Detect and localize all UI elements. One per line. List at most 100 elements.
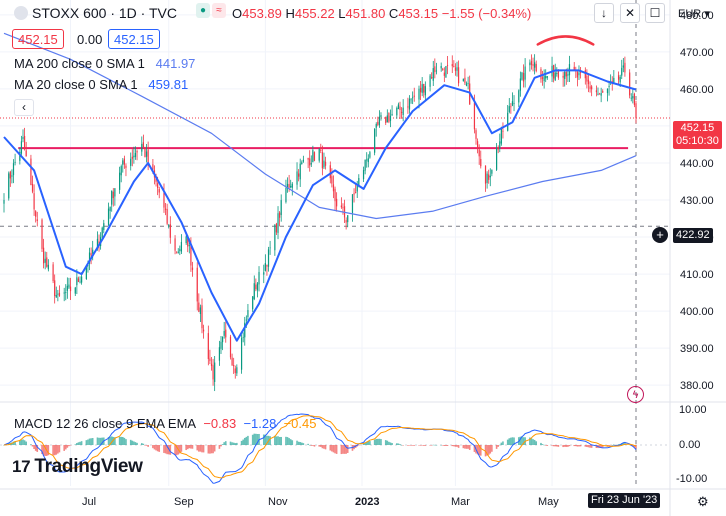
macd-hist-bar bbox=[364, 442, 366, 445]
macd-hist-bar bbox=[435, 444, 438, 446]
candle-body bbox=[429, 75, 431, 87]
candle-body bbox=[35, 211, 37, 217]
ma200-legend[interactable]: MA 200 close 0 SMA 1 441.97 bbox=[14, 56, 195, 71]
candle-body bbox=[521, 72, 523, 80]
macd-hist-bar bbox=[302, 443, 305, 445]
macd-hist-bar bbox=[386, 440, 389, 445]
macd-hist-bar bbox=[20, 439, 23, 445]
buy-price-button[interactable]: 452.15 bbox=[108, 29, 160, 49]
macd-hist-bar bbox=[247, 435, 249, 445]
collapse-legend-icon[interactable]: ‹ bbox=[14, 99, 34, 116]
candle-body bbox=[608, 85, 610, 87]
candle-body bbox=[386, 115, 388, 123]
macd-hist-bar bbox=[335, 445, 338, 454]
candle-body bbox=[191, 267, 194, 270]
macd-hist-bar bbox=[362, 443, 365, 445]
macd-hist-bar bbox=[434, 444, 436, 446]
candle-body bbox=[266, 264, 268, 267]
candle-body bbox=[519, 78, 521, 91]
macd-hist-bar bbox=[256, 434, 259, 445]
macd-hist-bar bbox=[125, 439, 127, 445]
macd-hist-bar bbox=[554, 445, 557, 447]
macd-hist-bar bbox=[274, 435, 276, 445]
macd-hist-bar bbox=[462, 445, 465, 449]
candle-body bbox=[412, 97, 414, 99]
macd-hist-bar bbox=[220, 445, 222, 447]
candle-body bbox=[157, 183, 159, 188]
macd-hist-bar bbox=[109, 436, 111, 445]
macd-hist-bar bbox=[33, 445, 35, 449]
macd-hist-bar bbox=[491, 445, 493, 452]
candle-body bbox=[55, 294, 57, 298]
tradingview-logo[interactable]: 17 TradingView bbox=[12, 456, 143, 478]
macd-hist-bar bbox=[345, 445, 347, 454]
market-status-icon[interactable]: ● bbox=[196, 3, 210, 18]
macd-hist-bar bbox=[319, 445, 322, 447]
candle-body bbox=[318, 149, 320, 161]
macd-hist-bar bbox=[133, 441, 135, 445]
macd-hist-bar bbox=[53, 445, 56, 456]
macd-hist-bar bbox=[291, 440, 294, 445]
candle-body bbox=[225, 329, 227, 338]
maximize-icon[interactable]: ☐ bbox=[645, 3, 665, 23]
candle-body bbox=[633, 93, 636, 105]
candles bbox=[3, 54, 637, 392]
candle-body bbox=[264, 263, 266, 271]
candle-body bbox=[432, 68, 434, 81]
macd-hist-bar bbox=[377, 438, 379, 445]
macd-hist-bar bbox=[334, 445, 336, 454]
candle-body bbox=[125, 165, 127, 168]
close-icon[interactable]: ✕ bbox=[620, 3, 640, 23]
macd-hist-bar bbox=[543, 444, 545, 446]
settings-gear-icon[interactable]: ⚙ bbox=[697, 494, 709, 509]
macd-hist-bar bbox=[190, 445, 192, 449]
candle-body bbox=[629, 72, 631, 96]
macd-hist-bar bbox=[601, 445, 604, 448]
symbol-title[interactable]: STOXX 600 · 1D · TVC bbox=[32, 5, 177, 21]
macd-hist-bar bbox=[25, 441, 27, 445]
candle-body bbox=[30, 158, 32, 186]
macd-hist-bar bbox=[530, 438, 533, 445]
candle-body bbox=[355, 192, 357, 193]
macd-hist-bar bbox=[441, 445, 444, 446]
lightning-event-icon[interactable]: ϟ bbox=[627, 386, 644, 403]
crosshair-date-tag: Fri 23 Jun '23 bbox=[588, 493, 661, 508]
currency-selector[interactable]: EUR ▾ bbox=[678, 8, 710, 20]
arrow-down-icon[interactable]: ↓ bbox=[594, 3, 614, 23]
macd-hist-bar bbox=[421, 445, 423, 446]
candle-body bbox=[25, 150, 27, 157]
macd-hist-bar bbox=[66, 445, 69, 448]
macd-hist-bar bbox=[201, 445, 203, 453]
macd-hist-bar bbox=[221, 444, 224, 445]
sell-price-button[interactable]: 452.15 bbox=[12, 29, 64, 49]
macd-line-value: −1.28 bbox=[243, 416, 277, 431]
macd-hist-bar bbox=[58, 445, 61, 453]
macd-hist-bar bbox=[563, 445, 566, 447]
candle-body bbox=[313, 152, 316, 161]
ohlc-readout: O453.89 H455.22 L451.80 C453.15 −1.55 (−… bbox=[232, 6, 531, 21]
add-alert-icon[interactable]: + bbox=[652, 227, 668, 243]
ma200-value: 441.97 bbox=[155, 56, 196, 71]
candle-body bbox=[275, 223, 278, 233]
candle-body bbox=[19, 151, 21, 161]
macd-hist-bar bbox=[245, 436, 248, 445]
candle-body bbox=[209, 358, 211, 362]
macd-hist-bar bbox=[278, 436, 281, 445]
candle-body bbox=[145, 151, 148, 157]
candle-body bbox=[255, 284, 257, 290]
wave-icon[interactable]: ≈ bbox=[212, 3, 226, 18]
macd-hist-bar bbox=[185, 445, 187, 451]
candle-body bbox=[378, 116, 381, 126]
macd-legend[interactable]: MACD 12 26 close 9 EMA EMA −0.83 −1.28 −… bbox=[14, 416, 317, 431]
candle-body bbox=[630, 97, 632, 99]
last-price-tag: 452.15 05:10:30 bbox=[673, 121, 722, 149]
candle-body bbox=[301, 162, 303, 165]
ma20-label: MA 20 close 0 SMA 1 bbox=[14, 77, 138, 92]
candle-body bbox=[147, 149, 149, 163]
ma20-legend[interactable]: MA 20 close 0 SMA 1 459.81 bbox=[14, 77, 188, 92]
candle-body bbox=[342, 207, 344, 209]
macd-hist-bar bbox=[76, 443, 78, 445]
candle-body bbox=[119, 172, 121, 190]
macd-hist-bar bbox=[101, 437, 104, 445]
